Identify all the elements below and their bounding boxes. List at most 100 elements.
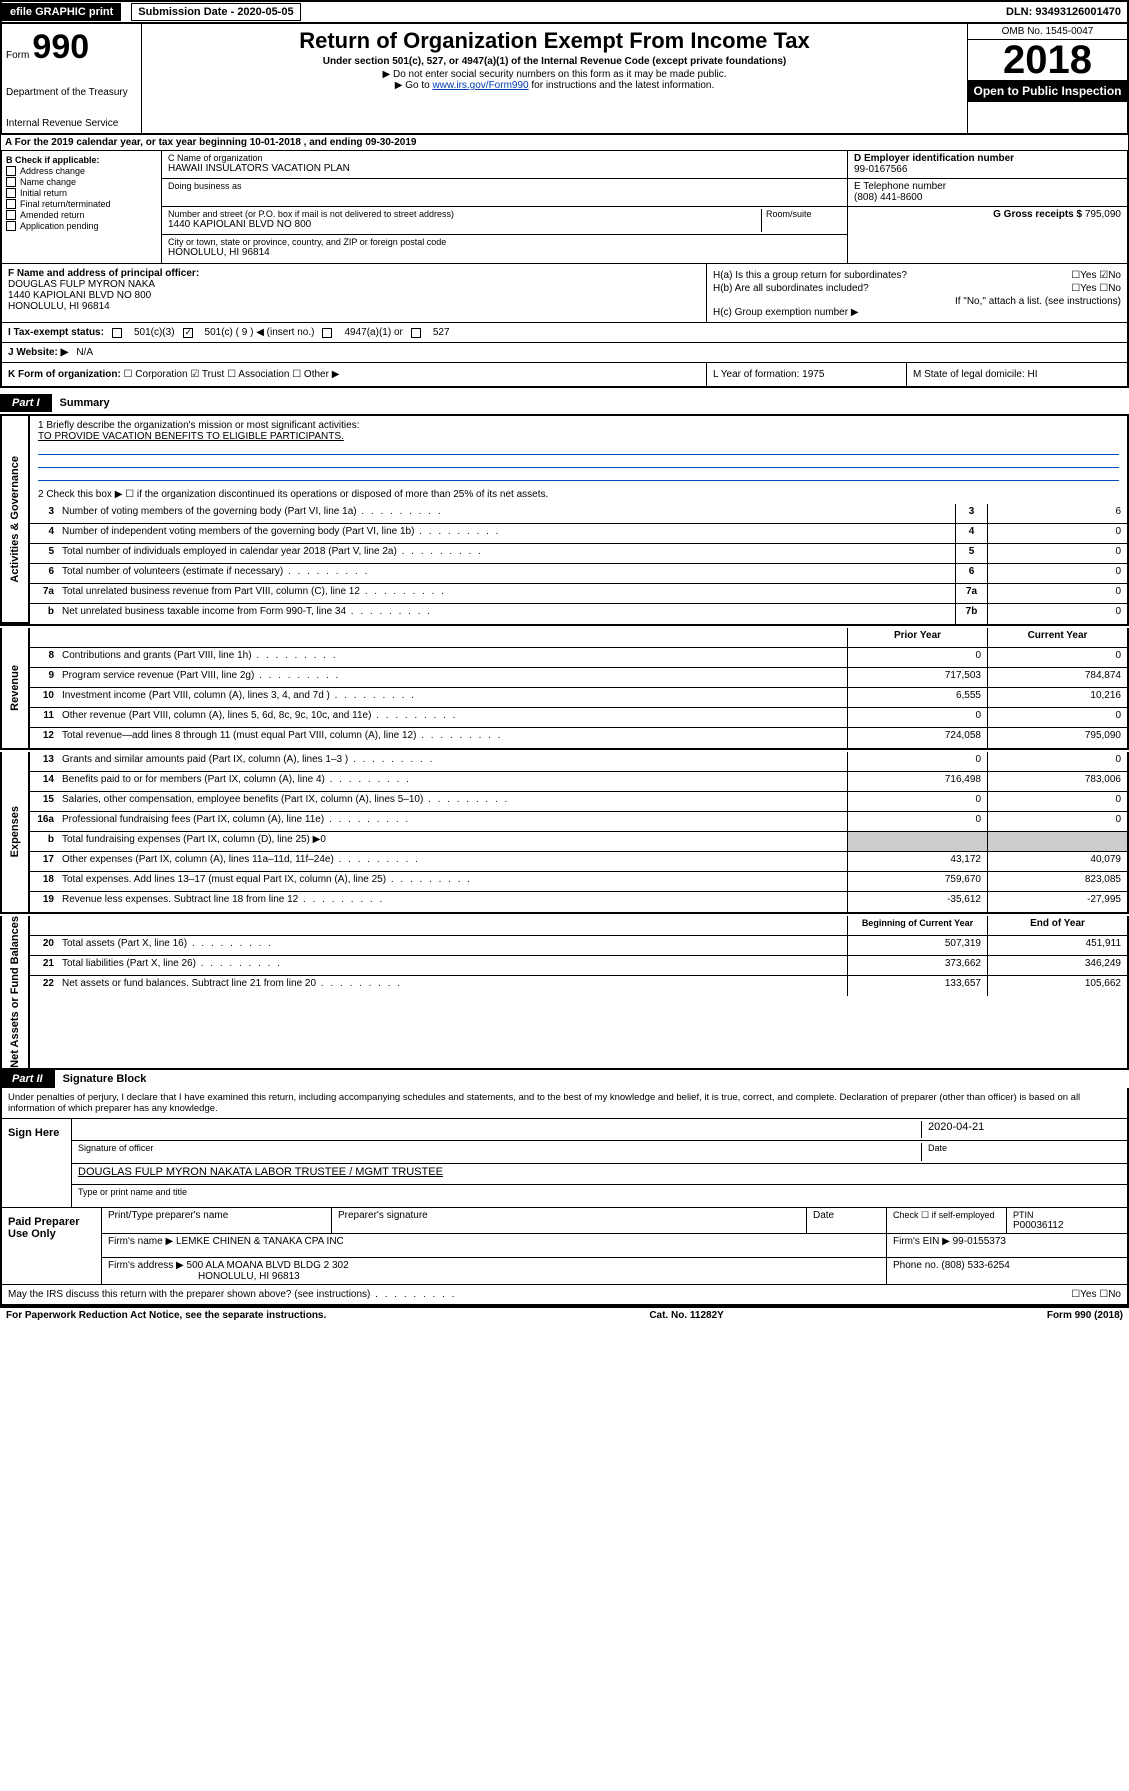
firm-addr-label: Firm's address ▶ bbox=[108, 1260, 184, 1271]
table-row: 14 Benefits paid to or for members (Part… bbox=[30, 772, 1127, 792]
dba-label: Doing business as bbox=[168, 181, 841, 191]
begin-year-header: Beginning of Current Year bbox=[847, 916, 987, 935]
chk-4947[interactable] bbox=[322, 328, 332, 338]
current-year-header: Current Year bbox=[987, 628, 1127, 647]
chk-501c[interactable] bbox=[183, 328, 193, 338]
chk-amended-return[interactable]: Amended return bbox=[6, 210, 157, 220]
chk-application-pending[interactable]: Application pending bbox=[6, 221, 157, 231]
table-row: 19 Revenue less expenses. Subtract line … bbox=[30, 892, 1127, 912]
q1-label: 1 Briefly describe the organization's mi… bbox=[38, 420, 1119, 431]
dept-treasury: Department of the Treasury bbox=[6, 87, 137, 98]
table-row: 17 Other expenses (Part IX, column (A), … bbox=[30, 852, 1127, 872]
irs-link[interactable]: www.irs.gov/Form990 bbox=[432, 80, 528, 91]
firm-addr1: 500 ALA MOANA BLVD BLDG 2 302 bbox=[187, 1260, 349, 1271]
addr-label: Number and street (or P.O. box if mail i… bbox=[168, 209, 761, 219]
footer-right: Form 990 (2018) bbox=[1047, 1310, 1123, 1321]
netassets-table: Net Assets or Fund Balances Beginning of… bbox=[0, 916, 1129, 1070]
footer-left: For Paperwork Reduction Act Notice, see … bbox=[6, 1310, 326, 1321]
table-row: 18 Total expenses. Add lines 13–17 (must… bbox=[30, 872, 1127, 892]
ptin-value: P00036112 bbox=[1013, 1220, 1121, 1231]
discuss-question: May the IRS discuss this return with the… bbox=[8, 1289, 456, 1300]
firm-addr2: HONOLULU, HI 96813 bbox=[108, 1271, 880, 1282]
expenses-table: Expenses 13 Grants and similar amounts p… bbox=[0, 752, 1129, 914]
table-row: 3 Number of voting members of the govern… bbox=[30, 504, 1127, 524]
dept-irs: Internal Revenue Service bbox=[6, 118, 137, 129]
ein-label: D Employer identification number bbox=[854, 153, 1121, 164]
form-word: Form bbox=[6, 50, 29, 61]
q1-answer: TO PROVIDE VACATION BENEFITS TO ELIGIBLE… bbox=[38, 431, 1119, 442]
col-c-org: C Name of organization HAWAII INSULATORS… bbox=[162, 151, 847, 263]
chk-527[interactable] bbox=[411, 328, 421, 338]
perjury-text: Under penalties of perjury, I declare th… bbox=[2, 1088, 1127, 1119]
form-subtitle: Under section 501(c), 527, or 4947(a)(1)… bbox=[146, 56, 963, 67]
signature-block: Under penalties of perjury, I declare th… bbox=[0, 1088, 1129, 1306]
org-address: 1440 KAPIOLANI BLVD NO 800 bbox=[168, 219, 761, 230]
blank-line bbox=[38, 456, 1119, 468]
form-header: Form 990 Department of the Treasury Inte… bbox=[0, 24, 1129, 135]
date-label: Date bbox=[921, 1143, 1121, 1161]
table-row: 13 Grants and similar amounts paid (Part… bbox=[30, 752, 1127, 772]
part-1-header: Part I Summary bbox=[0, 394, 1129, 412]
table-row: 20 Total assets (Part X, line 16) 507,31… bbox=[30, 936, 1127, 956]
side-netassets: Net Assets or Fund Balances bbox=[2, 916, 30, 1068]
prior-year-header: Prior Year bbox=[847, 628, 987, 647]
sign-here-label: Sign Here bbox=[2, 1119, 72, 1207]
table-row: 15 Salaries, other compensation, employe… bbox=[30, 792, 1127, 812]
officer-addr1: 1440 KAPIOLANI BLVD NO 800 bbox=[8, 290, 700, 301]
submission-date: Submission Date - 2020-05-05 bbox=[131, 3, 300, 21]
form-of-org: ☐ Corporation ☑ Trust ☐ Association ☐ Ot… bbox=[124, 369, 340, 380]
open-public-badge: Open to Public Inspection bbox=[968, 80, 1127, 102]
chk-name-change[interactable]: Name change bbox=[6, 177, 157, 187]
hc-label: H(c) Group exemption number ▶ bbox=[713, 307, 1121, 318]
ha-label: H(a) Is this a group return for subordin… bbox=[713, 270, 907, 281]
preparer-date-label: Date bbox=[807, 1208, 887, 1233]
hb-answer: ☐Yes ☐No bbox=[1071, 283, 1121, 294]
sig-date: 2020-04-21 bbox=[921, 1121, 1121, 1138]
preparer-name-label: Print/Type preparer's name bbox=[102, 1208, 332, 1233]
hb-note: If "No," attach a list. (see instruction… bbox=[713, 296, 1121, 307]
dln: DLN: 93493126001470 bbox=[1000, 4, 1127, 20]
table-row: 10 Investment income (Part VIII, column … bbox=[30, 688, 1127, 708]
table-row: 12 Total revenue—add lines 8 through 11 … bbox=[30, 728, 1127, 748]
row-fh: F Name and address of principal officer:… bbox=[0, 264, 1129, 323]
page-footer: For Paperwork Reduction Act Notice, see … bbox=[0, 1306, 1129, 1323]
table-row: 8 Contributions and grants (Part VIII, l… bbox=[30, 648, 1127, 668]
firm-ein-label: Firm's EIN ▶ bbox=[893, 1236, 950, 1247]
table-row: 4 Number of independent voting members o… bbox=[30, 524, 1127, 544]
col-b-label: B Check if applicable: bbox=[6, 155, 157, 165]
efile-button[interactable]: efile GRAPHIC print bbox=[2, 3, 121, 21]
preparer-sig-label: Preparer's signature bbox=[332, 1208, 807, 1233]
footer-mid: Cat. No. 11282Y bbox=[649, 1310, 723, 1321]
firm-name: LEMKE CHINEN & TANAKA CPA INC bbox=[176, 1236, 344, 1247]
officer-label: F Name and address of principal officer: bbox=[8, 268, 700, 279]
phone-label: E Telephone number bbox=[854, 181, 1121, 192]
col-b-checkboxes: B Check if applicable: Address change Na… bbox=[2, 151, 162, 263]
gross-receipts-label: G Gross receipts $ bbox=[993, 209, 1085, 220]
chk-501c3[interactable] bbox=[112, 328, 122, 338]
firm-phone-label: Phone no. bbox=[893, 1260, 939, 1271]
table-row: b Net unrelated business taxable income … bbox=[30, 604, 1127, 624]
q2-label: 2 Check this box ▶ ☐ if the organization… bbox=[38, 489, 1119, 500]
chk-final-return[interactable]: Final return/terminated bbox=[6, 199, 157, 209]
form-number: 990 bbox=[32, 28, 89, 66]
typed-name-label: Type or print name and title bbox=[78, 1187, 1121, 1205]
gross-receipts-value: 795,090 bbox=[1085, 209, 1121, 220]
room-label: Room/suite bbox=[766, 209, 841, 219]
row-i-tax-status: I Tax-exempt status: 501(c)(3) 501(c) ( … bbox=[0, 323, 1129, 343]
firm-ein: 99-0155373 bbox=[953, 1236, 1006, 1247]
ein-value: 99-0167566 bbox=[854, 164, 1121, 175]
self-employed-label: Check ☐ if self-employed bbox=[887, 1208, 1007, 1233]
revenue-table: Revenue Prior Year Current Year 8 Contri… bbox=[0, 628, 1129, 750]
website-value: N/A bbox=[76, 347, 93, 358]
table-row: 9 Program service revenue (Part VIII, li… bbox=[30, 668, 1127, 688]
org-city: HONOLULU, HI 96814 bbox=[168, 247, 841, 258]
phone-value: (808) 441-8600 bbox=[854, 192, 1121, 203]
chk-initial-return[interactable]: Initial return bbox=[6, 188, 157, 198]
table-row: 7a Total unrelated business revenue from… bbox=[30, 584, 1127, 604]
chk-address-change[interactable]: Address change bbox=[6, 166, 157, 176]
table-row: 11 Other revenue (Part VIII, column (A),… bbox=[30, 708, 1127, 728]
tax-year: 2018 bbox=[968, 40, 1127, 80]
sig-officer-label: Signature of officer bbox=[78, 1143, 921, 1161]
discuss-answer: ☐Yes ☐No bbox=[1071, 1289, 1121, 1300]
row-j-website: J Website: ▶ N/A bbox=[0, 343, 1129, 363]
